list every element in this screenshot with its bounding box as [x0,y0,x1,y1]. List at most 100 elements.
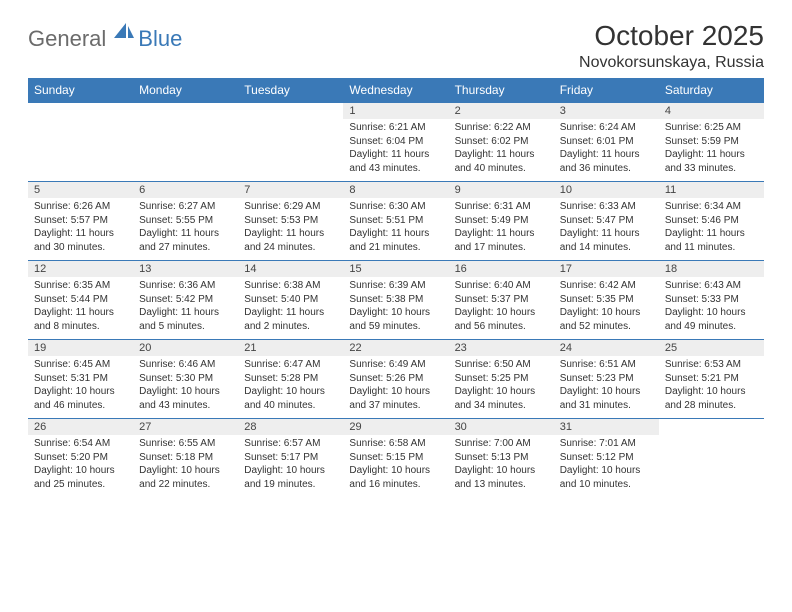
day-number: 25 [659,340,764,356]
day-detail: Sunrise: 6:46 AMSunset: 5:30 PMDaylight:… [133,356,238,418]
day-detail [238,120,343,178]
weekday-header: Wednesday [343,78,448,103]
weekday-header: Thursday [449,78,554,103]
day-number: 7 [238,182,343,198]
day-cell: 24Sunrise: 6:51 AMSunset: 5:23 PMDayligh… [554,340,659,419]
day-cell: 23Sunrise: 6:50 AMSunset: 5:25 PMDayligh… [449,340,554,419]
day-detail: Sunrise: 6:22 AMSunset: 6:02 PMDaylight:… [449,119,554,181]
day-detail: Sunrise: 6:57 AMSunset: 5:17 PMDaylight:… [238,435,343,497]
day-cell: 3Sunrise: 6:24 AMSunset: 6:01 PMDaylight… [554,103,659,182]
day-number [238,103,343,120]
day-detail [133,120,238,178]
day-number: 15 [343,261,448,277]
week-row: 1Sunrise: 6:21 AMSunset: 6:04 PMDaylight… [28,103,764,182]
day-detail: Sunrise: 6:36 AMSunset: 5:42 PMDaylight:… [133,277,238,339]
day-number: 9 [449,182,554,198]
day-number: 5 [28,182,133,198]
day-detail: Sunrise: 6:50 AMSunset: 5:25 PMDaylight:… [449,356,554,418]
day-number: 23 [449,340,554,356]
day-cell: 7Sunrise: 6:29 AMSunset: 5:53 PMDaylight… [238,182,343,261]
day-number: 1 [343,103,448,119]
day-number [28,103,133,120]
day-cell: 28Sunrise: 6:57 AMSunset: 5:17 PMDayligh… [238,419,343,498]
day-cell: 22Sunrise: 6:49 AMSunset: 5:26 PMDayligh… [343,340,448,419]
day-cell: 8Sunrise: 6:30 AMSunset: 5:51 PMDaylight… [343,182,448,261]
day-detail: Sunrise: 6:35 AMSunset: 5:44 PMDaylight:… [28,277,133,339]
day-number: 14 [238,261,343,277]
day-detail: Sunrise: 6:43 AMSunset: 5:33 PMDaylight:… [659,277,764,339]
day-detail: Sunrise: 6:51 AMSunset: 5:23 PMDaylight:… [554,356,659,418]
day-cell: 9Sunrise: 6:31 AMSunset: 5:49 PMDaylight… [449,182,554,261]
day-cell: 25Sunrise: 6:53 AMSunset: 5:21 PMDayligh… [659,340,764,419]
day-number: 26 [28,419,133,435]
logo: General Blue [28,26,182,52]
day-detail: Sunrise: 7:01 AMSunset: 5:12 PMDaylight:… [554,435,659,497]
day-cell: 13Sunrise: 6:36 AMSunset: 5:42 PMDayligh… [133,261,238,340]
day-number: 20 [133,340,238,356]
day-number: 3 [554,103,659,119]
day-cell: 6Sunrise: 6:27 AMSunset: 5:55 PMDaylight… [133,182,238,261]
day-cell: 27Sunrise: 6:55 AMSunset: 5:18 PMDayligh… [133,419,238,498]
day-number: 27 [133,419,238,435]
day-number: 29 [343,419,448,435]
day-detail [659,436,764,494]
day-detail: Sunrise: 6:47 AMSunset: 5:28 PMDaylight:… [238,356,343,418]
day-number: 17 [554,261,659,277]
week-row: 26Sunrise: 6:54 AMSunset: 5:20 PMDayligh… [28,419,764,498]
weekday-header: Friday [554,78,659,103]
weekday-header-row: Sunday Monday Tuesday Wednesday Thursday… [28,78,764,103]
day-detail: Sunrise: 6:33 AMSunset: 5:47 PMDaylight:… [554,198,659,260]
logo-text-general: General [28,26,106,52]
header: General Blue October 2025 Novokorsunskay… [28,20,764,72]
day-detail: Sunrise: 6:53 AMSunset: 5:21 PMDaylight:… [659,356,764,418]
day-number: 21 [238,340,343,356]
day-number: 4 [659,103,764,119]
day-detail: Sunrise: 6:27 AMSunset: 5:55 PMDaylight:… [133,198,238,260]
day-detail: Sunrise: 6:54 AMSunset: 5:20 PMDaylight:… [28,435,133,497]
day-detail: Sunrise: 6:29 AMSunset: 5:53 PMDaylight:… [238,198,343,260]
day-number: 30 [449,419,554,435]
day-detail [28,120,133,178]
day-number: 2 [449,103,554,119]
day-cell: 2Sunrise: 6:22 AMSunset: 6:02 PMDaylight… [449,103,554,182]
day-detail: Sunrise: 6:40 AMSunset: 5:37 PMDaylight:… [449,277,554,339]
day-number: 11 [659,182,764,198]
day-cell [133,103,238,182]
day-number: 8 [343,182,448,198]
day-detail: Sunrise: 6:39 AMSunset: 5:38 PMDaylight:… [343,277,448,339]
day-number: 16 [449,261,554,277]
logo-text-blue: Blue [138,26,182,52]
day-cell: 14Sunrise: 6:38 AMSunset: 5:40 PMDayligh… [238,261,343,340]
day-number: 12 [28,261,133,277]
day-detail: Sunrise: 6:31 AMSunset: 5:49 PMDaylight:… [449,198,554,260]
day-cell: 4Sunrise: 6:25 AMSunset: 5:59 PMDaylight… [659,103,764,182]
day-cell [659,419,764,498]
weekday-header: Monday [133,78,238,103]
day-cell: 15Sunrise: 6:39 AMSunset: 5:38 PMDayligh… [343,261,448,340]
weekday-header: Tuesday [238,78,343,103]
day-detail: Sunrise: 6:30 AMSunset: 5:51 PMDaylight:… [343,198,448,260]
day-number [133,103,238,120]
day-cell: 10Sunrise: 6:33 AMSunset: 5:47 PMDayligh… [554,182,659,261]
day-detail: Sunrise: 6:49 AMSunset: 5:26 PMDaylight:… [343,356,448,418]
calendar-page: General Blue October 2025 Novokorsunskay… [0,0,792,507]
weekday-header: Sunday [28,78,133,103]
day-cell: 12Sunrise: 6:35 AMSunset: 5:44 PMDayligh… [28,261,133,340]
day-cell: 31Sunrise: 7:01 AMSunset: 5:12 PMDayligh… [554,419,659,498]
month-title: October 2025 [579,20,764,52]
day-cell: 29Sunrise: 6:58 AMSunset: 5:15 PMDayligh… [343,419,448,498]
day-number: 6 [133,182,238,198]
day-cell: 16Sunrise: 6:40 AMSunset: 5:37 PMDayligh… [449,261,554,340]
day-detail: Sunrise: 6:21 AMSunset: 6:04 PMDaylight:… [343,119,448,181]
day-detail: Sunrise: 6:42 AMSunset: 5:35 PMDaylight:… [554,277,659,339]
day-detail: Sunrise: 6:45 AMSunset: 5:31 PMDaylight:… [28,356,133,418]
day-number: 24 [554,340,659,356]
title-block: October 2025 Novokorsunskaya, Russia [579,20,764,72]
day-number: 31 [554,419,659,435]
day-number: 13 [133,261,238,277]
day-cell: 5Sunrise: 6:26 AMSunset: 5:57 PMDaylight… [28,182,133,261]
day-detail: Sunrise: 6:55 AMSunset: 5:18 PMDaylight:… [133,435,238,497]
day-cell: 30Sunrise: 7:00 AMSunset: 5:13 PMDayligh… [449,419,554,498]
day-detail: Sunrise: 6:24 AMSunset: 6:01 PMDaylight:… [554,119,659,181]
day-number: 22 [343,340,448,356]
